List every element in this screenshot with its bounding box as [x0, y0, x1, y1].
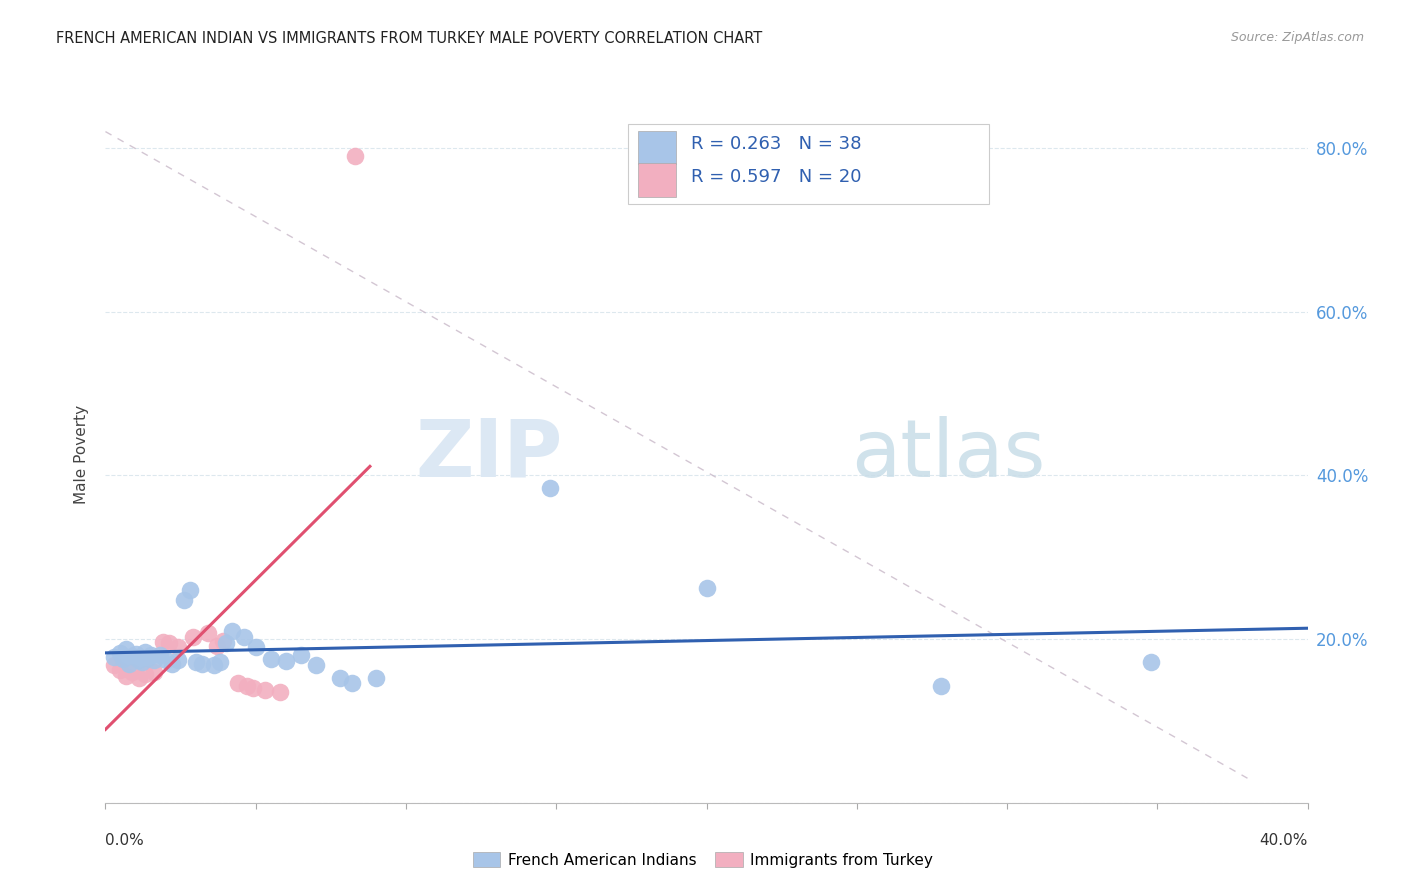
Point — [232, 631, 254, 645]
Point — [131, 655, 153, 669]
Point — [364, 671, 387, 685]
Text: R = 0.263   N = 38: R = 0.263 N = 38 — [690, 135, 862, 153]
Point — [305, 658, 328, 673]
Point — [103, 650, 125, 665]
Point — [179, 582, 201, 597]
Point — [142, 665, 165, 679]
Point — [1140, 655, 1163, 669]
Point — [128, 652, 150, 666]
Point — [110, 646, 132, 660]
Point — [166, 640, 188, 655]
Point — [181, 631, 204, 645]
Point — [260, 651, 283, 665]
Point — [103, 658, 125, 673]
Point — [124, 647, 146, 661]
Text: 0.0%: 0.0% — [105, 832, 145, 847]
Point — [134, 645, 156, 659]
Point — [121, 665, 143, 679]
Point — [121, 649, 143, 664]
Text: Source: ZipAtlas.com: Source: ZipAtlas.com — [1230, 31, 1364, 45]
Text: FRENCH AMERICAN INDIAN VS IMMIGRANTS FROM TURKEY MALE POVERTY CORRELATION CHART: FRENCH AMERICAN INDIAN VS IMMIGRANTS FRO… — [56, 31, 762, 46]
Point — [139, 648, 162, 663]
FancyBboxPatch shape — [638, 131, 676, 164]
Point — [118, 657, 141, 671]
Point — [152, 634, 174, 648]
Point — [184, 655, 207, 669]
Point — [112, 651, 135, 665]
Point — [538, 481, 561, 495]
Point — [290, 648, 312, 663]
Point — [197, 626, 219, 640]
Point — [208, 655, 231, 669]
Point — [929, 679, 952, 693]
Text: 40.0%: 40.0% — [1260, 832, 1308, 847]
Point — [221, 624, 243, 638]
Point — [226, 676, 249, 690]
Point — [205, 639, 228, 653]
Point — [160, 657, 183, 671]
Point — [155, 652, 177, 666]
Legend: French American Indians, Immigrants from Turkey: French American Indians, Immigrants from… — [467, 846, 939, 873]
Point — [115, 669, 138, 683]
Point — [115, 641, 138, 656]
Y-axis label: Male Poverty: Male Poverty — [75, 405, 90, 505]
Point — [211, 633, 233, 648]
Point — [235, 679, 257, 693]
Point — [696, 582, 718, 596]
Point — [340, 676, 363, 690]
Point — [202, 658, 225, 673]
Point — [173, 592, 195, 607]
Point — [274, 654, 297, 668]
Text: R = 0.597   N = 20: R = 0.597 N = 20 — [690, 168, 862, 186]
Point — [157, 636, 180, 650]
Point — [343, 149, 366, 163]
Point — [242, 681, 264, 696]
Point — [128, 671, 150, 685]
Point — [166, 652, 188, 666]
Point — [136, 651, 159, 665]
Point — [214, 636, 236, 650]
Point — [142, 653, 165, 667]
Point — [245, 640, 267, 655]
Point — [269, 685, 291, 699]
Text: atlas: atlas — [851, 416, 1045, 494]
Point — [110, 663, 132, 677]
Text: ZIP: ZIP — [415, 416, 562, 494]
Point — [190, 657, 212, 671]
Point — [329, 672, 352, 686]
Point — [134, 667, 156, 681]
FancyBboxPatch shape — [628, 124, 988, 204]
Point — [253, 682, 276, 697]
Point — [148, 648, 170, 663]
FancyBboxPatch shape — [638, 163, 676, 197]
